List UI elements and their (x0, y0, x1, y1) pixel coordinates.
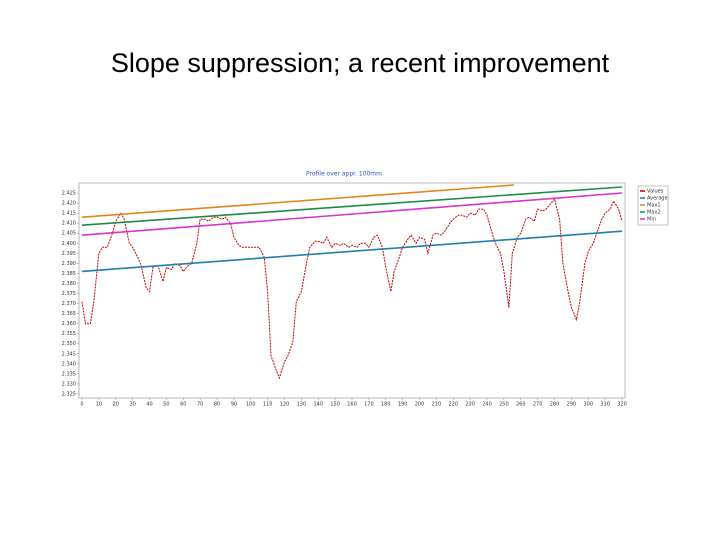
x-tick-label: 70 (197, 402, 203, 408)
x-tick-label: 170 (364, 402, 374, 408)
y-tick-label: 2.375 (62, 291, 76, 297)
legend-label: Max1 (647, 203, 661, 209)
x-tick-label: 20 (113, 402, 119, 408)
legend-label: Average (647, 196, 668, 202)
x-tick-label: 60 (180, 402, 186, 408)
x-tick-label: 250 (499, 402, 509, 408)
plot-frame (78, 182, 626, 399)
legend-label: Values (647, 189, 664, 195)
y-tick-label: 2.380 (62, 281, 76, 287)
x-tick-label: 180 (381, 402, 391, 408)
x-tick-label: 300 (583, 402, 593, 408)
x-tick-label: 30 (129, 402, 135, 408)
y-tick-label: 2.365 (62, 311, 76, 317)
y-tick-label: 2.350 (62, 341, 76, 347)
x-tick-label: 160 (347, 402, 357, 408)
legend-label: Min (647, 217, 656, 223)
x-tick-label: 240 (482, 402, 492, 408)
x-tick-label: 190 (398, 402, 408, 408)
x-tick-label: 10 (96, 402, 102, 408)
x-tick-label: 280 (550, 402, 560, 408)
slide-title: Slope suppression; a recent improvement (110, 48, 610, 78)
y-tick-label: 2.400 (62, 241, 76, 247)
x-tick-label: 130 (297, 402, 307, 408)
y-tick-label: 2.330 (62, 381, 76, 387)
x-tick-label: 120 (280, 402, 290, 408)
x-tick-label: 50 (163, 402, 169, 408)
y-tick-label: 2.420 (62, 201, 76, 207)
x-tick-label: 270 (533, 402, 543, 408)
series-line (81, 184, 515, 218)
y-tick-label: 2.410 (62, 221, 76, 227)
y-tick-label: 2.390 (62, 261, 76, 267)
y-tick-label: 2.405 (62, 231, 76, 237)
y-tick-label: 2.340 (62, 361, 76, 367)
y-tick-label: 2.360 (62, 321, 76, 327)
y-tick-label: 2.335 (62, 371, 76, 377)
x-tick-label: 220 (448, 402, 458, 408)
series-line (81, 192, 623, 236)
legend-label: Max2 (647, 210, 661, 216)
y-tick-label: 2.345 (62, 351, 76, 357)
y-tick-label: 2.395 (62, 251, 76, 257)
series-line (81, 198, 623, 380)
x-tick-label: 200 (415, 402, 425, 408)
x-tick-label: 310 (600, 402, 610, 408)
x-tick-label: 140 (313, 402, 323, 408)
x-tick-label: 320 (617, 402, 627, 408)
y-tick-label: 2.370 (62, 301, 76, 307)
x-tick-label: 210 (432, 402, 442, 408)
x-tick-label: 90 (231, 402, 237, 408)
x-tick-label: 110 (263, 402, 273, 408)
x-tick-label: 150 (330, 402, 340, 408)
x-tick-label: 260 (516, 402, 526, 408)
x-tick-label: 230 (465, 402, 475, 408)
x-tick-label: 100 (246, 402, 256, 408)
x-tick-label: 40 (146, 402, 152, 408)
y-tick-label: 2.355 (62, 331, 76, 337)
x-tick-label: 80 (214, 402, 220, 408)
y-tick-label: 2.385 (62, 271, 76, 277)
chart-title: Profile over appr. 100mm (306, 171, 382, 178)
x-tick-label: 0 (80, 402, 83, 408)
y-tick-label: 2.425 (62, 191, 76, 197)
y-tick-label: 2.325 (62, 391, 76, 397)
series-line (81, 186, 623, 226)
x-tick-label: 290 (567, 402, 577, 408)
y-tick-label: 2.415 (62, 211, 76, 217)
series-line (81, 230, 623, 273)
